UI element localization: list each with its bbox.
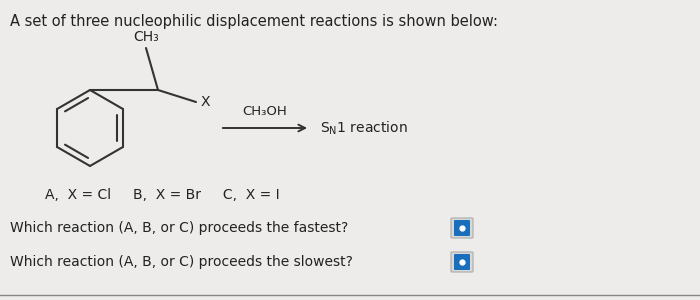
FancyBboxPatch shape <box>454 254 470 270</box>
FancyBboxPatch shape <box>451 252 473 272</box>
Text: CH₃OH: CH₃OH <box>243 105 288 118</box>
Text: A,  X = Cl     B,  X = Br     C,  X = I: A, X = Cl B, X = Br C, X = I <box>45 188 279 202</box>
FancyBboxPatch shape <box>451 218 473 238</box>
Text: Which reaction (A, B, or C) proceeds the fastest?: Which reaction (A, B, or C) proceeds the… <box>10 221 349 235</box>
Text: $\mathregular{S_N}$1 reaction: $\mathregular{S_N}$1 reaction <box>320 119 407 137</box>
Text: CH₃: CH₃ <box>133 30 159 44</box>
Text: A set of three nucleophilic displacement reactions is shown below:: A set of three nucleophilic displacement… <box>10 14 498 29</box>
Text: X: X <box>201 95 211 109</box>
Text: Which reaction (A, B, or C) proceeds the slowest?: Which reaction (A, B, or C) proceeds the… <box>10 255 353 269</box>
FancyBboxPatch shape <box>454 220 470 236</box>
